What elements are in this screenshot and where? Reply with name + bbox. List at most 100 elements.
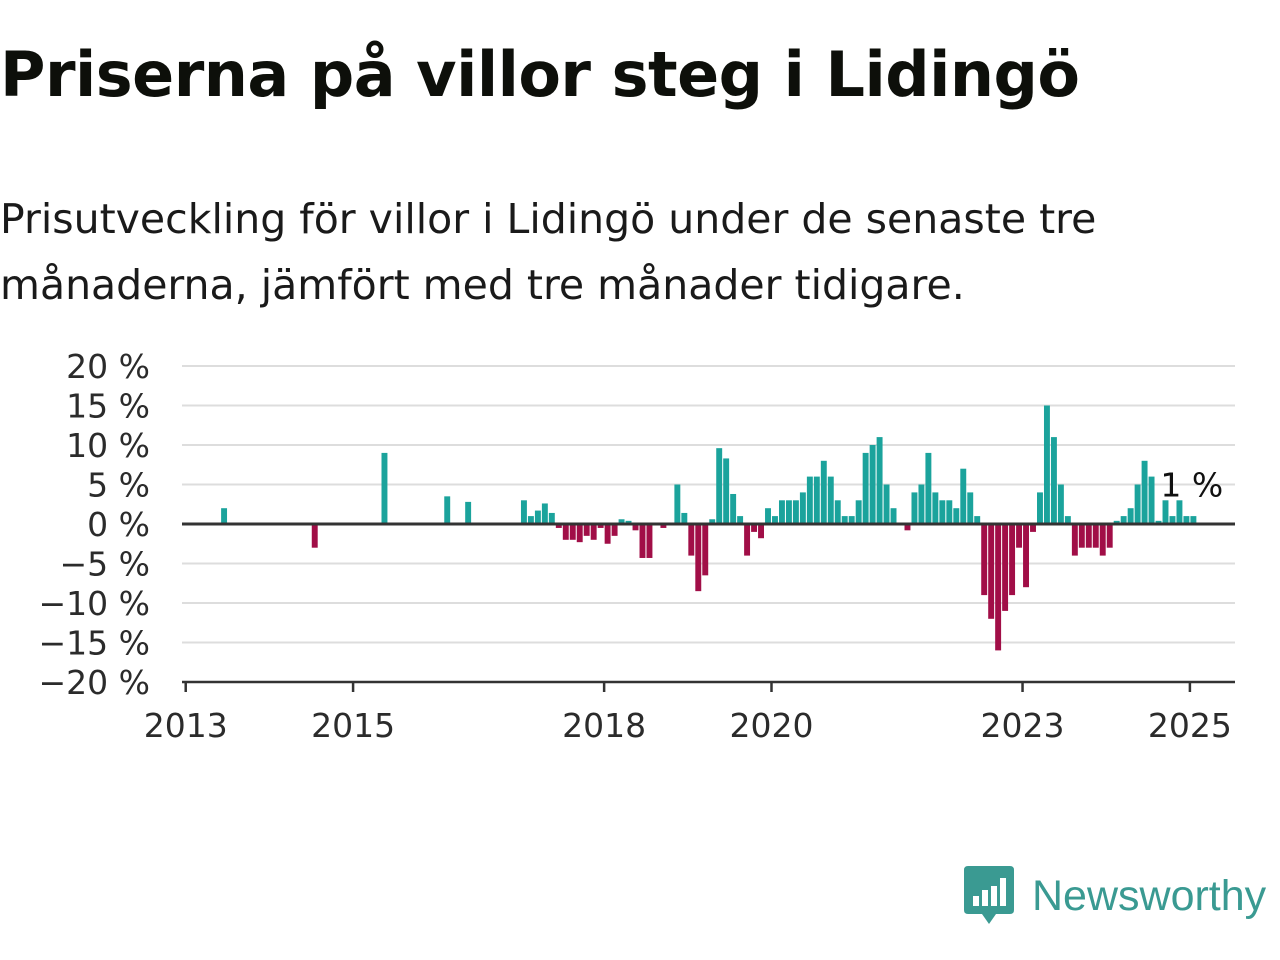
bar [758, 524, 764, 539]
bar [1134, 484, 1141, 524]
newsworthy-brand: Newsworthy [964, 864, 1266, 928]
bar [792, 500, 799, 524]
bar [1030, 524, 1036, 532]
bar [785, 500, 792, 524]
bar [813, 476, 820, 524]
bar [765, 508, 771, 524]
bar [751, 524, 758, 532]
bar [911, 492, 918, 524]
y-tick-label: 15 % [66, 387, 150, 426]
bar [995, 524, 1002, 651]
bar [688, 524, 695, 556]
bar [953, 508, 960, 524]
bar [1099, 524, 1106, 556]
x-tick-label: 2025 [1148, 706, 1232, 745]
x-tick-label: 2023 [981, 706, 1065, 745]
bar-chart: 20 %15 %10 %5 %0 %−5 %−10 %−15 %−20 % 201… [39, 347, 1235, 745]
y-tick-label: −5 % [60, 545, 151, 584]
bar [967, 492, 974, 524]
bar [1002, 524, 1009, 611]
bar [604, 524, 611, 544]
bar [946, 500, 953, 524]
bar [1037, 492, 1043, 524]
bar [932, 492, 939, 524]
bar [541, 503, 548, 524]
bar [702, 524, 709, 576]
y-tick-label: 5 % [87, 466, 150, 505]
bar [1085, 524, 1092, 548]
bar [1176, 500, 1183, 524]
bar [1023, 524, 1029, 588]
bar [1050, 437, 1057, 524]
bar [1190, 516, 1197, 524]
bar [883, 484, 890, 524]
chart-title: Priserna på villor steg i Lidingö [0, 38, 1080, 111]
bar [632, 524, 639, 531]
bar [520, 500, 527, 524]
y-tick-label: 10 % [66, 426, 150, 465]
bar [1092, 524, 1099, 548]
bar [974, 516, 981, 524]
bar [221, 508, 228, 524]
bar [876, 437, 883, 524]
grid-lines [182, 365, 1235, 683]
bar [1016, 524, 1023, 548]
bar [1113, 520, 1120, 524]
bar [381, 452, 388, 524]
bar [806, 476, 813, 524]
bar [562, 524, 569, 540]
bar [723, 458, 730, 524]
bar [1155, 520, 1162, 524]
bar [1064, 516, 1071, 524]
bar [1162, 500, 1169, 524]
last-value-label: 1 % [1160, 466, 1223, 505]
bar [799, 492, 806, 524]
bar [674, 484, 681, 524]
bar [960, 468, 967, 524]
bar [862, 452, 869, 524]
bar [625, 520, 632, 524]
bar [597, 524, 604, 528]
bar [311, 524, 318, 548]
bar [737, 516, 744, 524]
bar [841, 516, 848, 524]
bar [639, 524, 646, 558]
bar [576, 524, 583, 543]
bar [618, 519, 625, 524]
bar [778, 500, 785, 524]
bar [772, 516, 778, 524]
bar [834, 500, 841, 524]
bar [1106, 524, 1113, 548]
y-tick-label: −10 % [39, 584, 151, 623]
bar [681, 512, 688, 524]
bar [1120, 516, 1127, 524]
bar [981, 524, 988, 596]
tick-labels: 20 %15 %10 %5 %0 %−5 %−10 %−15 %−20 % 201… [39, 347, 1232, 745]
axes [182, 522, 1235, 692]
bar [548, 512, 555, 524]
bar [555, 524, 562, 528]
bar [827, 476, 834, 524]
bar [988, 524, 995, 619]
y-tick-label: −15 % [39, 624, 151, 663]
bar [730, 493, 737, 524]
bar [1078, 524, 1085, 548]
bars [221, 405, 1197, 651]
bar [611, 524, 618, 536]
bar [939, 500, 946, 524]
bar [1169, 516, 1176, 524]
y-tick-label: −20 % [39, 663, 151, 702]
newsworthy-logo-icon [964, 866, 1014, 924]
x-tick-label: 2020 [730, 706, 814, 745]
bar [444, 496, 451, 524]
bar [925, 452, 932, 524]
bar [904, 524, 911, 531]
y-tick-label: 20 % [66, 347, 150, 386]
bar [918, 484, 925, 524]
x-tick-label: 2013 [144, 706, 228, 745]
bar [1127, 508, 1134, 524]
bar [660, 524, 667, 528]
bar [848, 516, 855, 524]
bar [695, 524, 702, 592]
bar [1043, 405, 1050, 524]
